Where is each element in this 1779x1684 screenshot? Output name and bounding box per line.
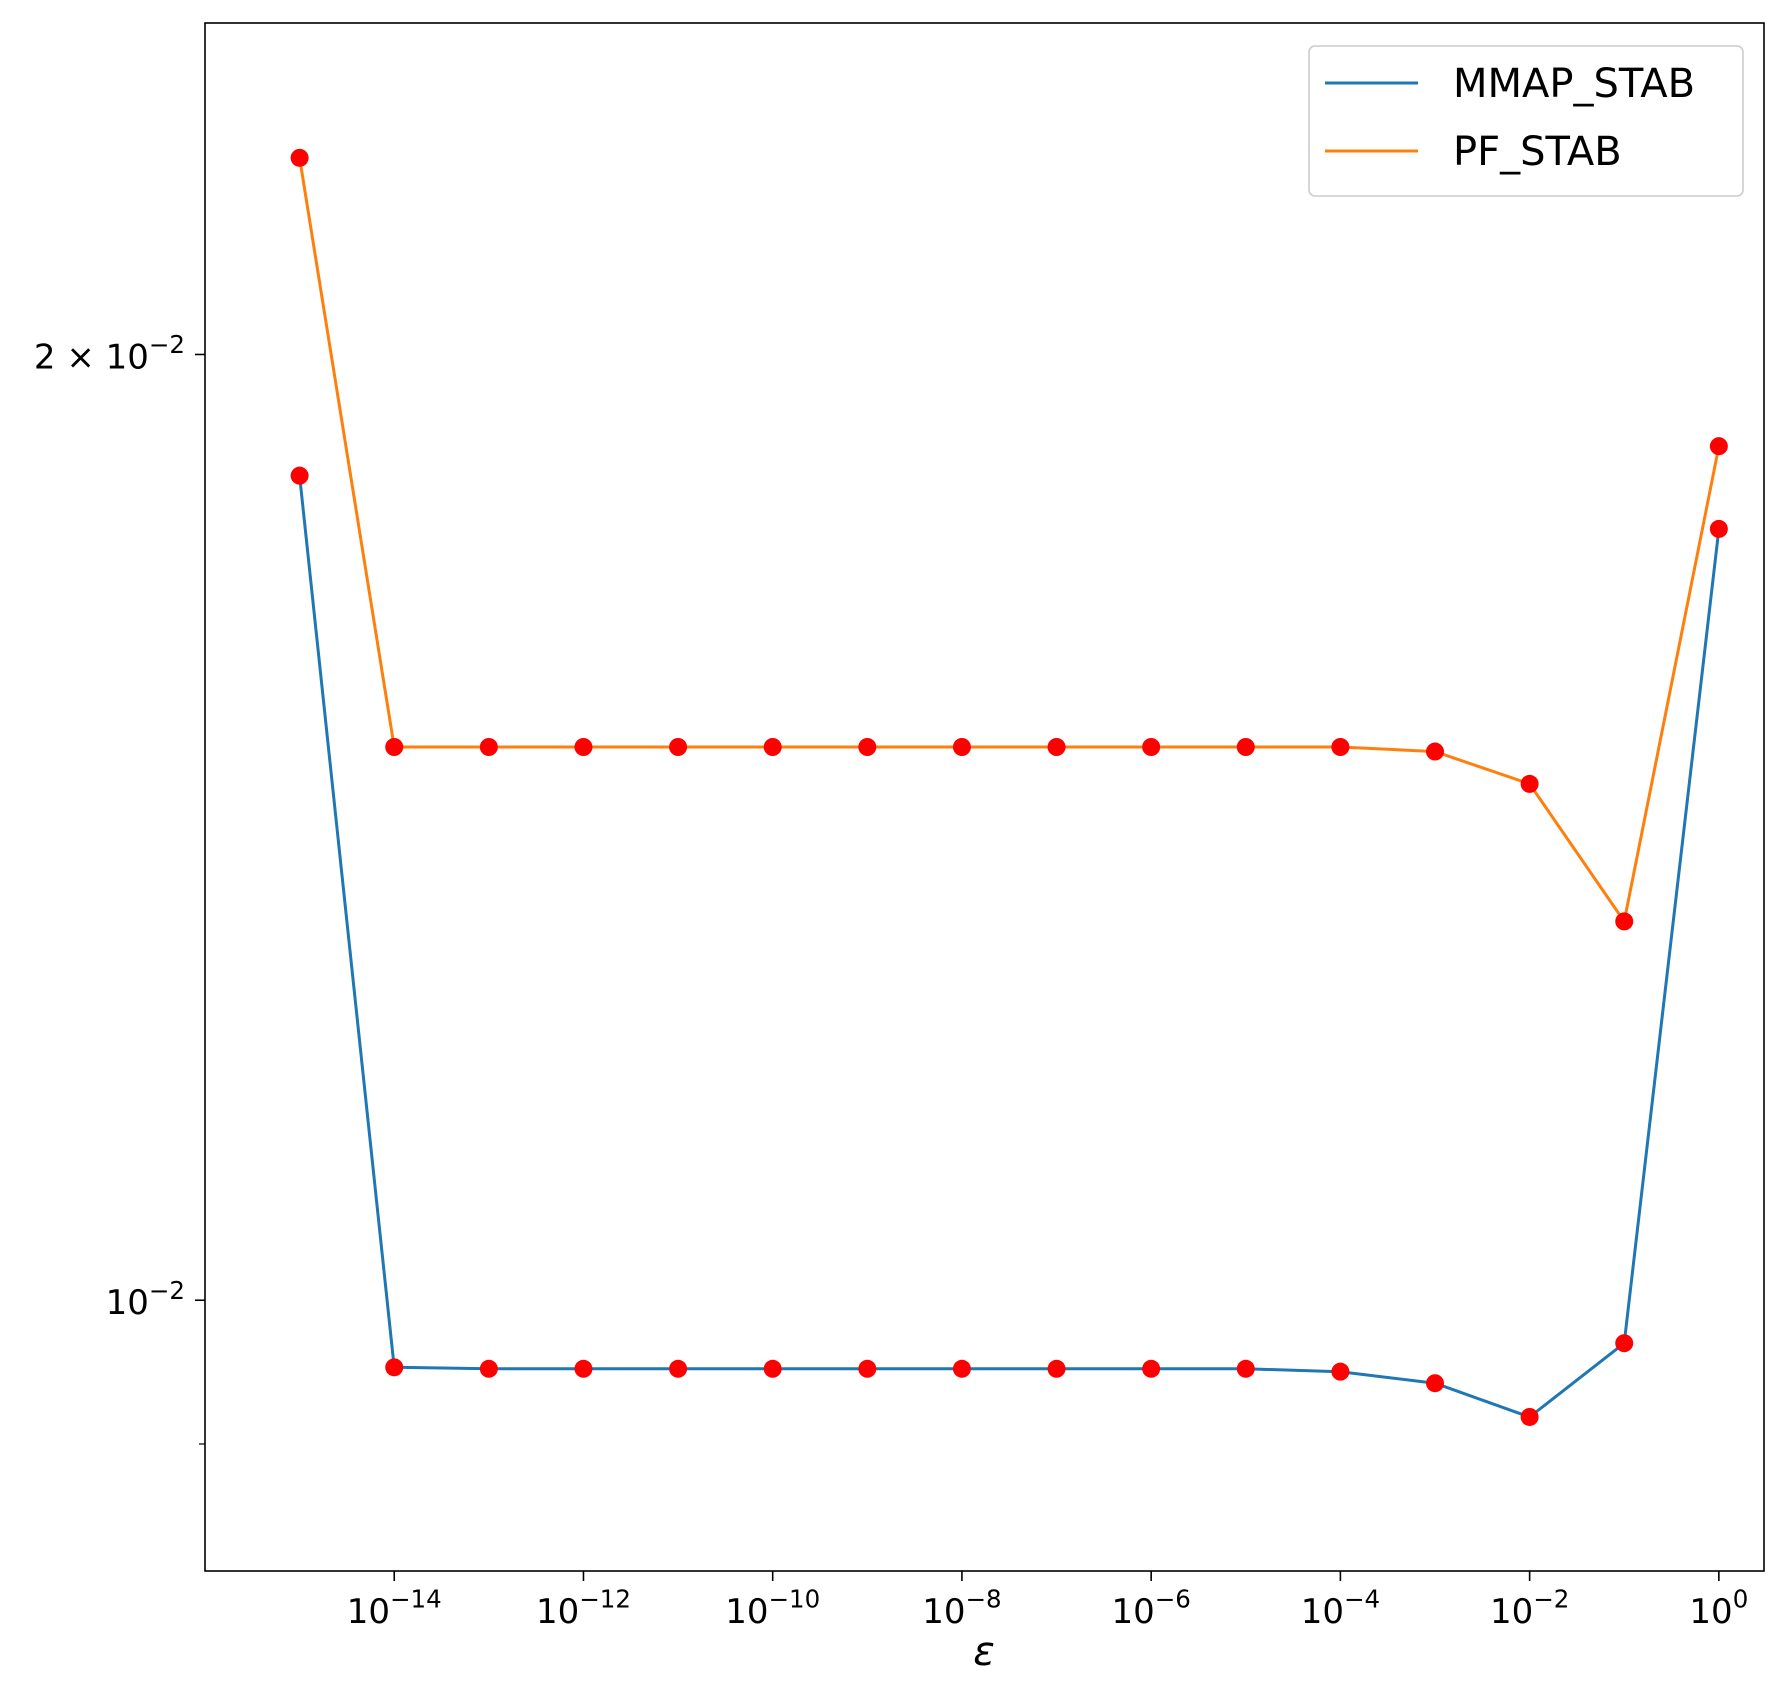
data-point (1520, 774, 1539, 793)
x-axis-label: ε (973, 1629, 995, 1675)
x-tick-label: 10−14 (347, 1585, 442, 1632)
data-point (858, 738, 877, 757)
data-point (952, 1359, 971, 1378)
legend: MMAP_STAB PF_STAB (1308, 45, 1744, 197)
data-point (1236, 738, 1255, 757)
x-tick-label: 10−8 (922, 1585, 1001, 1632)
data-point (1142, 1359, 1161, 1378)
data-point (669, 1359, 688, 1378)
data-point (385, 1358, 404, 1377)
series-layer (290, 148, 1728, 1426)
x-tick-label: 10−2 (1490, 1585, 1569, 1632)
y-tick-label: 10−2 (106, 1276, 185, 1323)
x-tick-label: 100 (1689, 1585, 1748, 1632)
y-tick-label: 2 × 10−2 (34, 330, 185, 377)
x-tick-label: 10−10 (725, 1585, 820, 1632)
series-line (298, 157, 1721, 923)
data-point (1142, 738, 1161, 757)
x-tick-label: 10−6 (1111, 1585, 1190, 1632)
data-point (1047, 1359, 1066, 1378)
legend-label: PF_STAB (1453, 129, 1622, 175)
data-point (479, 1359, 498, 1378)
series-line (298, 475, 1721, 1419)
data-point (1615, 1334, 1634, 1353)
data-point (1426, 1374, 1445, 1393)
legend-label: MMAP_STAB (1453, 61, 1695, 107)
x-tick-label: 10−4 (1301, 1585, 1380, 1632)
data-point (1709, 437, 1728, 456)
plot-area (204, 22, 1765, 1572)
data-point (385, 738, 404, 757)
data-point (763, 738, 782, 757)
data-point (858, 1359, 877, 1378)
data-point (763, 1359, 782, 1378)
data-point (1331, 738, 1350, 757)
x-axis: 10−14 10−12 10−10 10−8 10−6 10−4 10−2 100 (347, 1571, 1748, 1632)
data-point (1331, 1362, 1350, 1381)
data-point (1520, 1407, 1539, 1426)
data-point (574, 1359, 593, 1378)
data-point (479, 738, 498, 757)
y-axis: 10−2 2 × 10−2 (34, 330, 205, 1445)
data-point (1709, 519, 1728, 538)
data-point (1047, 738, 1066, 757)
data-point (290, 148, 309, 167)
data-point (1615, 912, 1634, 931)
data-point (574, 738, 593, 757)
data-point (952, 738, 971, 757)
data-point (290, 466, 309, 485)
x-tick-label: 10−12 (536, 1585, 631, 1632)
data-point (1236, 1359, 1255, 1378)
data-point (1426, 742, 1445, 761)
data-point (669, 738, 688, 757)
